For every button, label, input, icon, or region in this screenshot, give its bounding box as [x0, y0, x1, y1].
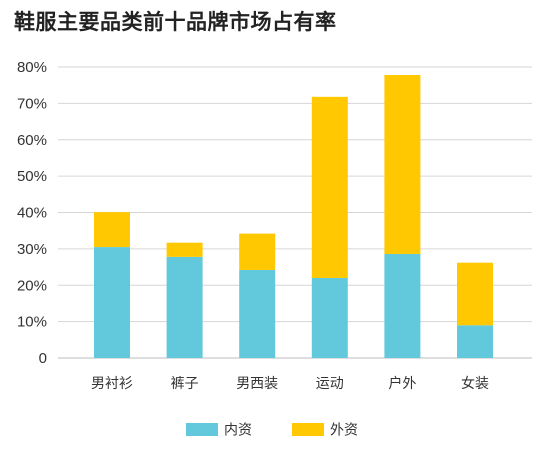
- bar-segment: [384, 75, 421, 254]
- y-tick-label: 20%: [17, 277, 47, 294]
- x-category-label: 男西装: [236, 376, 278, 392]
- x-axis-category-labels: 男衬衫 裤子 男西装 运动 户外 女装: [91, 375, 489, 392]
- y-tick-label: 60%: [17, 132, 47, 149]
- bar-segment: [311, 277, 348, 358]
- x-category-label: 女装: [461, 375, 489, 392]
- x-category-label: 户外: [388, 375, 416, 392]
- y-tick-label: 40%: [17, 205, 47, 222]
- gridlines: [58, 66, 532, 359]
- legend-swatch: [186, 423, 218, 436]
- y-tick-label: 50%: [17, 168, 47, 185]
- legend-label: 外资: [330, 423, 358, 439]
- bar-segment: [94, 247, 130, 358]
- bars: [94, 75, 493, 358]
- bar-segment: [166, 242, 203, 257]
- legend-swatch: [292, 423, 324, 436]
- bar-segment: [166, 256, 203, 358]
- x-category-label: 男衬衫: [91, 376, 133, 392]
- y-tick-label: 30%: [17, 241, 47, 258]
- bar-segment: [94, 212, 130, 248]
- legend: 内资 外资: [186, 423, 358, 439]
- bar-segment: [311, 96, 348, 278]
- y-tick-label: 10%: [17, 314, 47, 331]
- x-category-label: 裤子: [171, 376, 199, 392]
- bar-segment: [239, 233, 276, 270]
- bar-segment: [457, 325, 493, 358]
- bar-segment: [239, 269, 276, 358]
- y-axis-tick-labels: 0 10% 20% 30% 40% 50% 60% 70% 80%: [17, 59, 47, 367]
- bar-segment: [384, 253, 421, 358]
- legend-label: 内资: [224, 423, 252, 439]
- y-tick-label: 0: [39, 350, 47, 367]
- chart-title: 鞋服主要品类前十品牌市场占有率: [14, 10, 337, 34]
- y-tick-label: 70%: [17, 95, 47, 112]
- x-category-label: 运动: [316, 376, 344, 392]
- bar-segment: [457, 262, 493, 326]
- y-tick-label: 80%: [17, 59, 47, 76]
